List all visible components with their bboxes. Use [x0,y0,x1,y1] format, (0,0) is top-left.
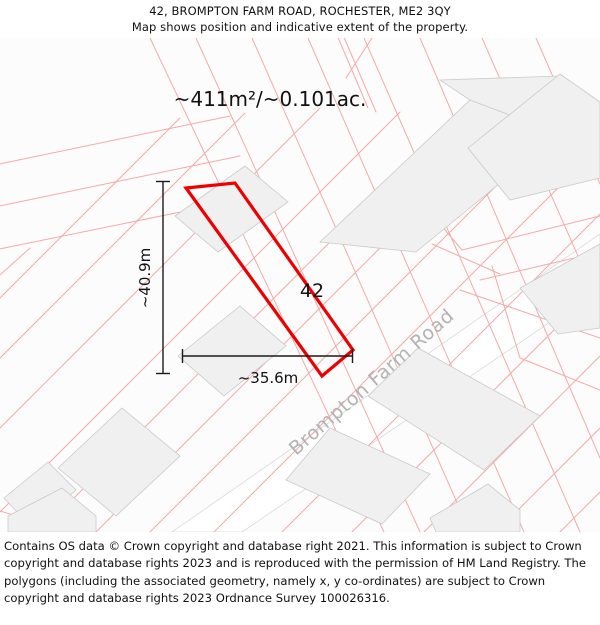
map-svg: Brompton Farm Road 42 ~411m²/~0.101ac. ~… [0,38,600,532]
building-footprint [467,73,600,201]
area-label: ~411m²/~0.101ac. [174,87,367,111]
vertical-dimension-label: ~40.9m [136,248,154,309]
page-header: 42, BROMPTON FARM ROAD, ROCHESTER, ME2 3… [0,0,600,38]
building-footprint [367,347,541,471]
building-footprint [285,427,431,525]
horizontal-dimension [181,349,354,363]
building-footprint [174,165,289,253]
building-footprint [519,243,600,335]
building-footprint [177,305,287,397]
building-footprint [429,483,521,532]
map-canvas[interactable]: Brompton Farm Road 42 ~411m²/~0.101ac. ~… [0,38,600,532]
plot-number-label: 42 [300,280,324,302]
page-footer: Contains OS data © Crown copyright and d… [0,532,600,625]
copyright-text: Contains OS data © Crown copyright and d… [4,539,586,605]
building-footprints [3,73,600,532]
page-title: 42, BROMPTON FARM ROAD, ROCHESTER, ME2 3… [149,4,451,18]
building-footprint [7,487,97,532]
horizontal-dimension-label: ~35.6m [238,369,299,387]
building-footprint [57,407,181,517]
vertical-dimension [156,180,170,375]
page-subtitle: Map shows position and indicative extent… [131,20,469,34]
